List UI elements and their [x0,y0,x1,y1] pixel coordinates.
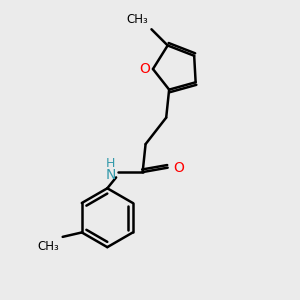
Text: O: O [173,161,184,175]
Text: N: N [106,168,116,182]
Text: H: H [106,157,115,170]
Text: O: O [139,62,150,76]
Text: CH₃: CH₃ [38,240,59,254]
Text: CH₃: CH₃ [126,13,148,26]
